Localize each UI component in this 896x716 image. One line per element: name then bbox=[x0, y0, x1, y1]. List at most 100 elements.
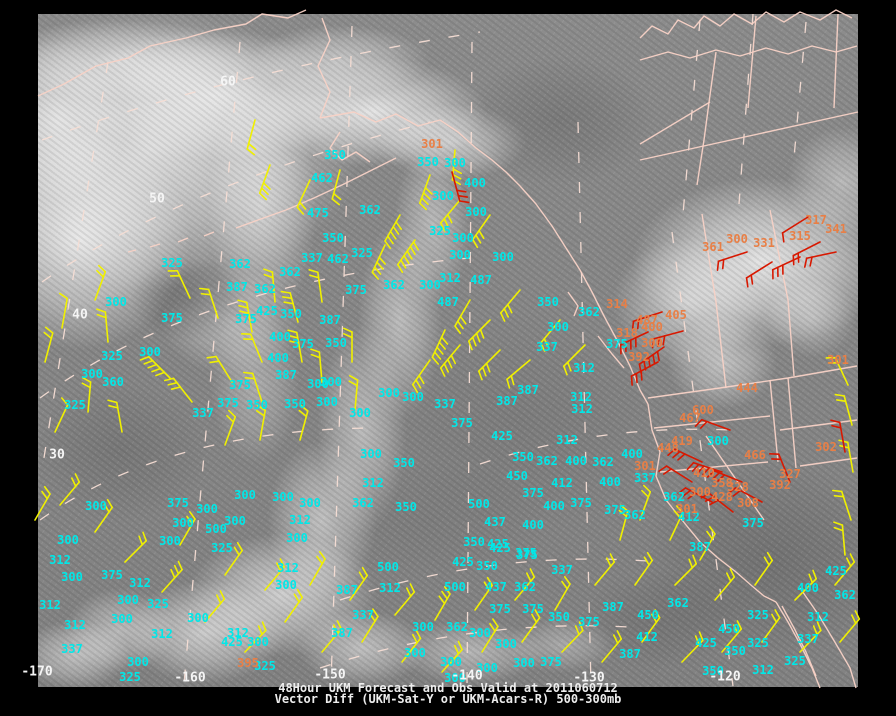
station-value: 312 bbox=[571, 402, 593, 416]
station-value: 337 bbox=[536, 340, 558, 354]
station-value: 462 bbox=[311, 171, 333, 185]
station-value: 300 bbox=[465, 205, 487, 219]
station-value: 337 bbox=[797, 632, 819, 646]
station-value: 300 bbox=[513, 656, 535, 670]
station-value: 362 bbox=[359, 203, 381, 217]
latitude-label: 50 bbox=[149, 191, 165, 207]
station-value: 412 bbox=[636, 630, 658, 644]
station-value: 337 bbox=[61, 642, 83, 656]
station-value: 312 bbox=[752, 663, 774, 677]
station-value: 300 bbox=[111, 612, 133, 626]
station-value: 400 bbox=[522, 518, 544, 532]
station-value: 300 bbox=[495, 637, 517, 651]
station-value: 375 bbox=[235, 312, 257, 326]
station-value: 300 bbox=[444, 156, 466, 170]
station-value: 362 bbox=[834, 588, 856, 602]
station-value: 308 bbox=[737, 496, 759, 510]
station-value: 312 bbox=[570, 390, 592, 404]
station-value: 317 bbox=[805, 213, 827, 227]
station-value: 361 bbox=[702, 240, 724, 254]
station-value: 428 bbox=[711, 490, 733, 504]
latitude-label: 40 bbox=[72, 307, 88, 323]
station-value: 325 bbox=[119, 670, 141, 684]
station-value: 362 bbox=[383, 278, 405, 292]
station-value: 437 bbox=[485, 580, 507, 594]
station-value: 400 bbox=[464, 176, 486, 190]
station-value: 405 bbox=[665, 308, 687, 322]
station-value: 362 bbox=[514, 580, 536, 594]
station-value: 300 bbox=[81, 367, 103, 381]
station-value: 387 bbox=[319, 313, 341, 327]
station-value: 312 bbox=[573, 361, 595, 375]
station-value: 300 bbox=[299, 496, 321, 510]
station-value: 400 bbox=[565, 454, 587, 468]
station-value: 487 bbox=[470, 273, 492, 287]
station-value: 300 bbox=[234, 488, 256, 502]
station-value: 325 bbox=[161, 256, 183, 270]
station-value: 412 bbox=[678, 510, 700, 524]
station-value: 314 bbox=[606, 297, 628, 311]
station-value: 312 bbox=[439, 271, 461, 285]
station-value: 387 bbox=[331, 626, 353, 640]
station-value: 341 bbox=[825, 222, 847, 236]
caption-line-1: 48Hour UKM Forecast and Obs Valid at 201… bbox=[278, 681, 618, 695]
station-value: 350 bbox=[246, 398, 268, 412]
station-value: 325 bbox=[747, 608, 769, 622]
station-value: 375 bbox=[345, 283, 367, 297]
station-value: 387 bbox=[602, 600, 624, 614]
station-value: 300 bbox=[320, 375, 342, 389]
station-value: 375 bbox=[522, 602, 544, 616]
station-value: 387 bbox=[226, 280, 248, 294]
station-value: 300 bbox=[432, 189, 454, 203]
station-value: 375 bbox=[515, 546, 537, 560]
station-value: 362 bbox=[446, 620, 468, 634]
station-value: 400 bbox=[269, 330, 291, 344]
longitude-label: -140 bbox=[451, 668, 483, 684]
station-value: 362 bbox=[663, 490, 685, 504]
station-value: 350 bbox=[476, 559, 498, 573]
station-value: 500 bbox=[444, 580, 466, 594]
station-value: 425 bbox=[221, 635, 243, 649]
station-value: 500 bbox=[468, 497, 490, 511]
station-value: 400 bbox=[621, 447, 643, 461]
station-value: 325 bbox=[101, 349, 123, 363]
latitude-label: 60 bbox=[220, 74, 236, 90]
station-value: 375 bbox=[540, 655, 562, 669]
station-value: 325 bbox=[784, 654, 806, 668]
station-value: 362 bbox=[667, 596, 689, 610]
station-value: 467 bbox=[679, 411, 701, 425]
station-value: 425 bbox=[491, 429, 513, 443]
station-value: 300 bbox=[57, 533, 79, 547]
station-value: 375 bbox=[522, 486, 544, 500]
station-value: 312 bbox=[556, 433, 578, 447]
station-value: 325 bbox=[211, 541, 233, 555]
station-value: 300 bbox=[449, 248, 471, 262]
station-value: 300 bbox=[117, 593, 139, 607]
station-value: 312 bbox=[807, 610, 829, 624]
station-value: 362 bbox=[624, 508, 646, 522]
station-value: 300 bbox=[469, 626, 491, 640]
station-value: 425 bbox=[695, 636, 717, 650]
station-value: 300 bbox=[349, 406, 371, 420]
station-value: 375 bbox=[451, 416, 473, 430]
station-value: 392 bbox=[628, 350, 650, 364]
station-value: 387 bbox=[689, 540, 711, 554]
station-value: 425 bbox=[452, 555, 474, 569]
station-value: 300 bbox=[452, 231, 474, 245]
caption: 48Hour UKM Forecast and Obs Valid at 201… bbox=[0, 681, 896, 705]
station-value: 301 bbox=[676, 502, 698, 516]
longitude-label: -160 bbox=[174, 670, 206, 686]
station-value: 300 bbox=[412, 620, 434, 634]
station-value: 300 bbox=[307, 377, 329, 391]
station-value: 375 bbox=[292, 337, 314, 351]
station-value: 300 bbox=[440, 655, 462, 669]
station-value: 300 bbox=[641, 336, 663, 350]
station-value: 312 bbox=[151, 627, 173, 641]
station-value: 312 bbox=[362, 476, 384, 490]
station-value: 300 bbox=[286, 531, 308, 545]
station-value: 325 bbox=[747, 636, 769, 650]
station-value: 312 bbox=[379, 581, 401, 595]
station-value: 387 bbox=[275, 368, 297, 382]
station-value: 300 bbox=[159, 534, 181, 548]
station-value: 350 bbox=[724, 644, 746, 658]
